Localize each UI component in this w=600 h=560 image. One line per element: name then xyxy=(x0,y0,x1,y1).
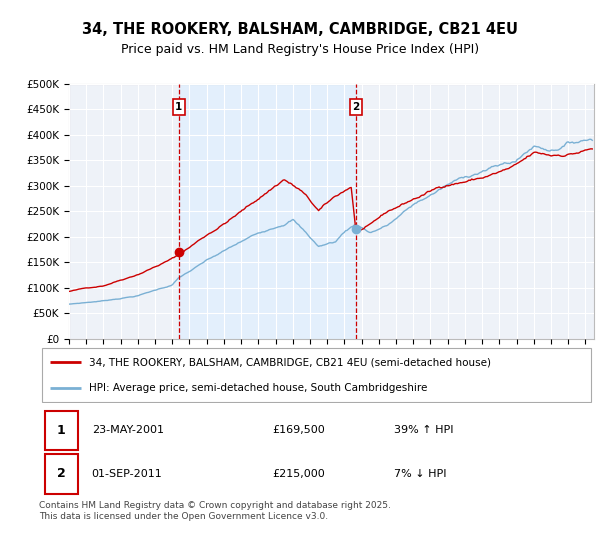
Text: 2: 2 xyxy=(57,468,65,480)
Text: 34, THE ROOKERY, BALSHAM, CAMBRIDGE, CB21 4EU (semi-detached house): 34, THE ROOKERY, BALSHAM, CAMBRIDGE, CB2… xyxy=(89,357,491,367)
Text: HPI: Average price, semi-detached house, South Cambridgeshire: HPI: Average price, semi-detached house,… xyxy=(89,383,427,393)
Text: 1: 1 xyxy=(175,102,182,112)
Text: Contains HM Land Registry data © Crown copyright and database right 2025.
This d: Contains HM Land Registry data © Crown c… xyxy=(39,501,391,521)
FancyBboxPatch shape xyxy=(44,454,78,494)
Text: 23-MAY-2001: 23-MAY-2001 xyxy=(92,426,164,436)
Text: 2: 2 xyxy=(352,102,359,112)
Text: Price paid vs. HM Land Registry's House Price Index (HPI): Price paid vs. HM Land Registry's House … xyxy=(121,43,479,55)
FancyBboxPatch shape xyxy=(44,410,78,450)
FancyBboxPatch shape xyxy=(42,348,591,402)
Text: 1: 1 xyxy=(57,424,65,437)
Text: £169,500: £169,500 xyxy=(272,426,325,436)
Text: 01-SEP-2011: 01-SEP-2011 xyxy=(92,469,163,479)
Text: 39% ↑ HPI: 39% ↑ HPI xyxy=(394,426,454,436)
Text: 34, THE ROOKERY, BALSHAM, CAMBRIDGE, CB21 4EU: 34, THE ROOKERY, BALSHAM, CAMBRIDGE, CB2… xyxy=(82,22,518,38)
Bar xyxy=(179,84,356,339)
Text: 7% ↓ HPI: 7% ↓ HPI xyxy=(394,469,446,479)
Text: £215,000: £215,000 xyxy=(272,469,325,479)
